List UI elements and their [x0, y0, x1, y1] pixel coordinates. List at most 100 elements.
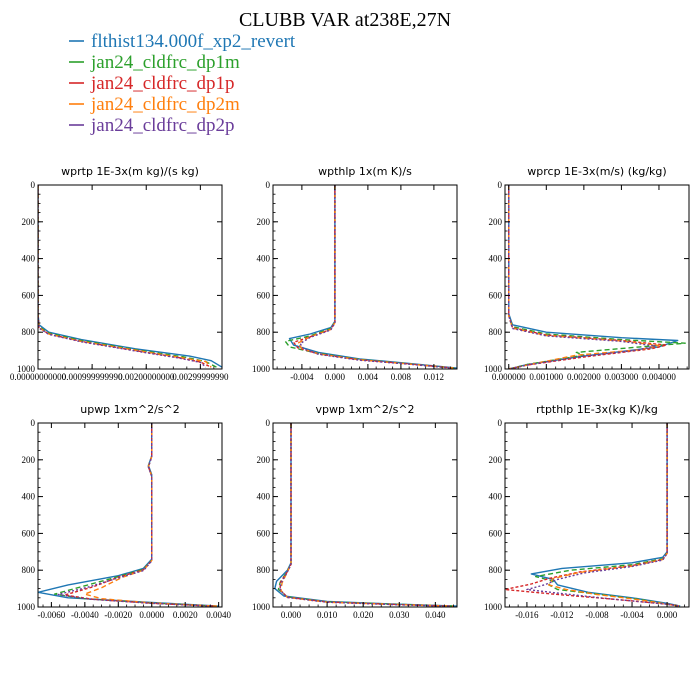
x-tick-label: 0.000: [281, 610, 302, 620]
series-lines: [38, 423, 219, 607]
x-tick-label: -0.0020: [104, 610, 132, 620]
series-line-1: [38, 423, 219, 607]
series-line-4: [280, 423, 454, 607]
x-tick-label: 0.0020: [173, 610, 198, 620]
panel-title: rtpthlp 1E-3x(kg K)/kg: [536, 403, 658, 416]
y-tick-label: 800: [22, 565, 36, 575]
x-tick-label: -0.0040: [71, 610, 99, 620]
y-tick-label: 1000: [484, 364, 503, 374]
series-line-2: [277, 423, 454, 607]
y-tick-label: 1000: [252, 364, 271, 374]
series-line-4: [84, 423, 218, 607]
y-tick-label: 1000: [252, 602, 271, 612]
panel-title: wprcp 1E-3x(m/s) (kg/kg): [527, 165, 666, 178]
series-line-2: [54, 423, 216, 607]
series-lines: [38, 185, 222, 368]
panel-1: wprtp 1E-3x(m kg)/(s kg) 0 200 400 600 800 100…: [10, 165, 229, 382]
legend-item: flthist134.000f_xp2_revert: [91, 31, 296, 52]
panel-title: upwp 1xm^2/s^2: [80, 403, 180, 416]
y-tick-label: 600: [257, 528, 271, 538]
y-tick-label: 400: [22, 254, 36, 264]
y-tick-label: 800: [257, 327, 271, 337]
chart-title: CLUBB VAR at238E,27N: [239, 9, 451, 31]
x-tick-label: 0.000000: [492, 372, 526, 382]
panel-title: wprtp 1E-3x(m kg)/(s kg): [61, 165, 199, 178]
series-line-3: [505, 423, 681, 607]
x-tick-label: 0.00299999990: [172, 372, 229, 382]
series-line-2: [38, 185, 217, 368]
y-tick-label: 200: [257, 217, 271, 227]
series-line-4: [38, 185, 212, 368]
panel-6: rtpthlp 1E-3x(kg K)/kg 0 200 400 600 800 1000 -…: [484, 403, 690, 620]
y-tick-label: 0: [266, 418, 271, 428]
series-lines: [284, 185, 457, 369]
x-tick-label: -0.016: [515, 610, 539, 620]
series-line-1: [38, 185, 222, 368]
y-tick-label: 400: [489, 492, 503, 502]
x-tick-label: 0.000: [325, 372, 346, 382]
x-tick-label: -0.004: [290, 372, 314, 382]
y-tick-label: 200: [257, 455, 271, 465]
series-line-3: [64, 423, 214, 607]
panel-5: vpwp 1xm^2/s^2 0 200 400 600 800 1000 0.000 0.01…: [252, 403, 458, 620]
y-tick-label: 600: [22, 290, 36, 300]
legend-item: jan24_cldfrc_dp2m: [90, 94, 240, 115]
x-tick-label: 0.030: [389, 610, 410, 620]
x-tick-label: 0.012: [424, 372, 444, 382]
legend-item: jan24_cldfrc_dp1m: [90, 52, 240, 73]
legend-item: jan24_cldfrc_dp2p: [90, 115, 235, 136]
panel-4: upwp 1xm^2/s^2 0 200 400 600 800 1000-0.0060 -0…: [17, 403, 232, 620]
series-line-2: [508, 185, 686, 369]
y-tick-label: 400: [22, 492, 36, 502]
y-tick-label: 800: [257, 565, 271, 575]
x-tick-label: 0.040: [425, 610, 446, 620]
series-line-5: [526, 423, 681, 607]
x-tick-label: 0.000: [657, 610, 678, 620]
y-tick-label: 800: [22, 327, 36, 337]
y-tick-label: 400: [257, 254, 271, 264]
series-line-4: [508, 185, 660, 369]
x-tick-label: 0.0040: [206, 610, 231, 620]
series-line-2: [284, 185, 455, 369]
series-line-1: [274, 423, 457, 607]
y-tick-label: 1000: [17, 364, 36, 374]
series-line-5: [299, 185, 453, 369]
y-tick-label: 600: [257, 290, 271, 300]
series-line-3: [292, 185, 455, 369]
panels: wprtp 1E-3x(m kg)/(s kg) 0 200 400 600 800 100…: [10, 165, 690, 620]
y-tick-label: 0: [31, 418, 36, 428]
y-tick-label: 800: [489, 565, 503, 575]
series-lines: [274, 423, 457, 607]
x-tick-label: 0.004000: [642, 372, 676, 382]
x-tick-label: 0.004: [358, 372, 379, 382]
y-tick-label: 200: [22, 455, 36, 465]
panel-2: wpthlp 1x(m K)/s 0 200 400 600 800 1000 -0.004 0…: [252, 165, 458, 382]
y-tick-label: 800: [489, 327, 503, 337]
panel-3: wprcp 1E-3x(m/s) (kg/kg) 0 200 400 600 800 100…: [484, 165, 690, 382]
y-tick-label: 400: [257, 492, 271, 502]
y-tick-label: 0: [498, 418, 503, 428]
y-tick-label: 1000: [484, 602, 503, 612]
x-tick-label: -0.012: [550, 610, 573, 620]
x-tick-label: 0.000999999990: [62, 372, 123, 382]
y-tick-label: 1000: [17, 602, 36, 612]
x-tick-label: 0.003000: [605, 372, 639, 382]
legend-item: jan24_cldfrc_dp1p: [90, 73, 235, 94]
x-tick-label: 0.00200000000: [118, 372, 175, 382]
x-tick-label: 0.001000: [529, 372, 563, 382]
x-tick-label: 0.002000: [567, 372, 601, 382]
x-tick-label: 0.020: [353, 610, 374, 620]
panel-title: wpthlp 1x(m K)/s: [318, 165, 412, 178]
y-tick-label: 600: [489, 290, 503, 300]
y-tick-label: 200: [489, 217, 503, 227]
series-line-1: [288, 185, 457, 369]
y-tick-label: 400: [489, 254, 503, 264]
series-line-2: [535, 423, 681, 607]
y-tick-label: 0: [266, 180, 271, 190]
y-tick-label: 600: [22, 528, 36, 538]
series-line-5: [38, 185, 207, 368]
x-tick-label: 0.010: [317, 610, 338, 620]
y-tick-label: 200: [489, 455, 503, 465]
x-tick-label: -0.008: [585, 610, 609, 620]
